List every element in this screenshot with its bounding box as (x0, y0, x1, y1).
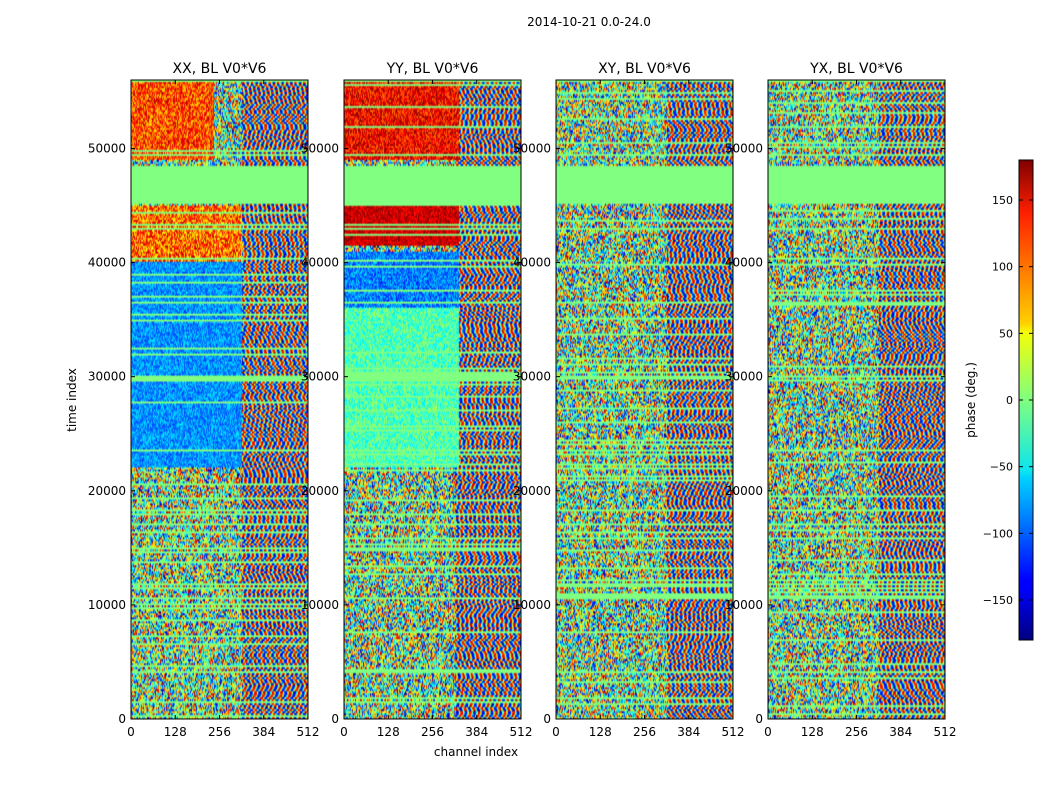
panel-yx: YX, BL V0*V6 0 128 256 384 512 0 10000 20000 3000… (725, 61, 957, 739)
y-tick-label: 50000 (301, 141, 339, 155)
y-tick-label: 20000 (513, 484, 551, 498)
y-tick-label: 30000 (301, 370, 339, 384)
x-tick-label: 128 (377, 725, 400, 739)
y-axis-label: time index (65, 368, 79, 432)
y-tick-label: 40000 (513, 256, 551, 270)
y-tick-label: 30000 (513, 370, 551, 384)
heatmap-image (344, 80, 521, 719)
x-tick-label: 0 (340, 725, 348, 739)
colorbar-tick-label: −50 (990, 461, 1013, 474)
panel-title: YY, BL V0*V6 (386, 61, 479, 77)
y-tick-label: 30000 (88, 370, 126, 384)
figure-suptitle: 2014-10-21 0.0-24.0 (527, 15, 651, 29)
y-tick-label: 20000 (88, 484, 126, 498)
panel-title: XY, BL V0*V6 (598, 61, 691, 77)
y-tick-label: 50000 (88, 141, 126, 155)
heatmap-image (131, 80, 308, 719)
x-tick-label: 0 (552, 725, 560, 739)
colorbar-label: phase (deg.) (964, 362, 978, 438)
x-tick-label: 256 (633, 725, 656, 739)
x-tick-label: 0 (127, 725, 135, 739)
y-tick-label: 0 (543, 712, 551, 726)
y-tick-label: 20000 (725, 484, 763, 498)
y-tick-label: 30000 (725, 370, 763, 384)
heatmap-image (768, 80, 945, 719)
x-tick-label: 512 (934, 725, 957, 739)
panel-xx: XX, BL V0*V6 0 128 256 384 512 0 10000 20000 3000… (88, 61, 320, 739)
x-tick-label: 128 (589, 725, 612, 739)
x-tick-label: 256 (421, 725, 444, 739)
x-tick-label: 256 (845, 725, 868, 739)
y-tick-label: 0 (118, 712, 126, 726)
x-tick-label: 128 (164, 725, 187, 739)
panel-title: YX, BL V0*V6 (809, 61, 903, 77)
y-tick-label: 50000 (513, 141, 551, 155)
x-tick-label: 384 (677, 725, 700, 739)
panel-title: XX, BL V0*V6 (173, 61, 267, 77)
panel-xy: XY, BL V0*V6 0 128 256 384 512 0 10000 20000 3000… (513, 61, 745, 739)
y-tick-label: 20000 (301, 484, 339, 498)
x-tick-label: 128 (801, 725, 824, 739)
x-tick-label: 384 (465, 725, 488, 739)
y-tick-label: 40000 (88, 256, 126, 270)
y-tick-label: 50000 (725, 141, 763, 155)
y-tick-label: 10000 (301, 598, 339, 612)
y-tick-label: 40000 (725, 256, 763, 270)
y-tick-label: 0 (755, 712, 763, 726)
panel-yy: YY, BL V0*V6 0 128 256 384 512 0 10000 20000 3000… (301, 61, 533, 739)
y-tick-label: 10000 (88, 598, 126, 612)
colorbar-tick-label: 150 (992, 194, 1013, 207)
x-tick-label: 384 (252, 725, 275, 739)
panels-layer: XX, BL V0*V6 0 128 256 384 512 0 10000 20000 3000… (88, 61, 957, 739)
colorbar-tick-label: 50 (999, 327, 1013, 340)
y-tick-label: 0 (331, 712, 339, 726)
colorbar-tick-label: −100 (983, 527, 1013, 540)
y-tick-label: 40000 (301, 256, 339, 270)
colorbar-tick-label: 100 (992, 261, 1013, 274)
x-tick-label: 256 (208, 725, 231, 739)
colorbar-tick-label: −150 (983, 594, 1013, 607)
x-tick-label: 384 (889, 725, 912, 739)
y-tick-label: 10000 (725, 598, 763, 612)
y-tick-label: 10000 (513, 598, 551, 612)
x-tick-label: 512 (510, 725, 533, 739)
x-axis-label: channel index (434, 745, 518, 759)
heatmap-image (556, 80, 733, 719)
x-tick-label: 512 (297, 725, 320, 739)
colorbar-tick-label: 0 (1006, 394, 1013, 407)
x-tick-label: 512 (722, 725, 745, 739)
x-tick-label: 0 (764, 725, 772, 739)
colorbar: phase (deg.) −150 −100 −50 0 50 100 150 (964, 159, 1034, 641)
